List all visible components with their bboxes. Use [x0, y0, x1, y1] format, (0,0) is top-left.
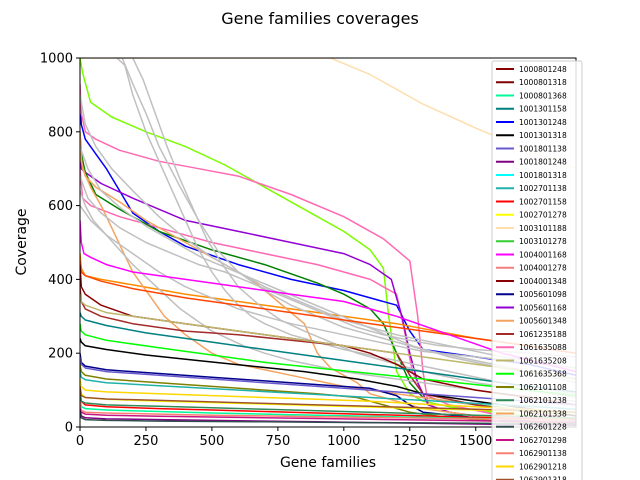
x-tick-label: 500	[200, 434, 225, 449]
legend-entry-label: 1002701138	[519, 184, 567, 193]
series-line-18	[80, 146, 576, 380]
series-line-24	[80, 353, 576, 425]
y-tick-label: 1000	[40, 52, 73, 67]
x-tick-label: 1000	[327, 434, 360, 449]
legend-entry-label: 1062701298	[519, 436, 567, 445]
series-line-36	[80, 404, 576, 423]
series-line-1	[80, 58, 576, 170]
legend-entry-label: 1003101278	[519, 237, 567, 246]
legend-entry-label: 1062901218	[519, 462, 567, 471]
series-line-14	[80, 175, 576, 358]
series-line-11	[116, 58, 576, 395]
legend-entry-label: 1004001168	[519, 250, 567, 259]
legend-entry-label: 1062101108	[519, 383, 567, 392]
legend-entry-label: 1062101238	[519, 396, 567, 405]
series-line-33	[80, 390, 576, 422]
y-tick-label: 0	[65, 421, 73, 436]
legend-entry-label: 1001301158	[519, 105, 567, 114]
x-tick-label: 250	[134, 434, 159, 449]
series-line-23	[80, 338, 576, 417]
legend-entry-label: 1062901138	[519, 449, 567, 458]
series-line-6	[80, 146, 576, 425]
y-axis-label: Coverage	[14, 208, 30, 275]
series-line-27	[80, 294, 576, 380]
series-line-38	[80, 401, 576, 422]
y-tick-label: 800	[48, 125, 73, 140]
legend-entry-label: 1001301248	[519, 118, 567, 127]
y-tick-label: 200	[48, 347, 73, 362]
legend-entry-label: 1002701278	[519, 211, 567, 220]
series-line-37	[80, 386, 576, 413]
x-tick-label: 1500	[459, 434, 492, 449]
series-line-31	[80, 378, 576, 413]
y-axis: 0 200 400 600 800 1000	[40, 52, 80, 436]
legend-entry-label: 1062901318	[519, 476, 567, 480]
legend-entry-label: 1001801318	[519, 171, 567, 180]
legend: 1000801248 1000801318 1000801368 1001301158…	[491, 60, 583, 480]
legend-entry-label: 1001801138	[519, 144, 567, 153]
series-line-29	[80, 356, 576, 406]
legend-entry-label: 1004001278	[519, 264, 567, 273]
legend-entry-label: 1001801248	[519, 158, 567, 167]
series-line-26	[80, 220, 576, 373]
series-line-21	[80, 286, 576, 421]
legend-entry-label: 1005601168	[519, 303, 567, 312]
legend-entry-label: 1061235188	[519, 330, 567, 339]
legend-entry-label: 1000801248	[519, 65, 567, 74]
legend-entry-label: 1005601348	[519, 317, 567, 326]
legend-entry-label: 1000801368	[519, 91, 567, 100]
legend-entry-label: 1002701158	[519, 197, 567, 206]
x-tick-label: 750	[265, 434, 290, 449]
legend-entry-label: 1001301318	[519, 131, 567, 140]
legend-box	[491, 60, 583, 480]
series-line-30	[80, 371, 576, 411]
legend-entry-label: 1062101338	[519, 409, 567, 418]
series-line-22	[80, 312, 576, 393]
legend-entry-label: 1000801318	[519, 78, 567, 87]
legend-entry-label: 1005601098	[519, 290, 567, 299]
x-tick-label: 0	[76, 434, 84, 449]
series-line-40	[80, 412, 576, 425]
chart-title: Gene families coverages	[221, 9, 419, 28]
y-tick-label: 600	[48, 199, 73, 214]
series-line-35	[80, 393, 576, 419]
legend-entry-label: 1003101188	[519, 224, 567, 233]
y-tick-label: 400	[48, 273, 73, 288]
legend-entry-label: 1061635368	[519, 370, 567, 379]
legend-entry-label: 1062601228	[519, 423, 567, 432]
series-line-13	[80, 94, 576, 369]
legend-entry-label: 1004001348	[519, 277, 567, 286]
x-axis: 0 250 500 750 1000 1250 1500	[76, 427, 492, 449]
series-line-25	[80, 323, 576, 397]
series-line-16	[80, 190, 576, 402]
legend-entry-label: 1061635208	[519, 356, 567, 365]
x-axis-label: Gene families	[280, 455, 376, 471]
series-layer	[80, 58, 576, 426]
legend-entry-label: 1061635088	[519, 343, 567, 352]
x-tick-label: 1250	[393, 434, 426, 449]
